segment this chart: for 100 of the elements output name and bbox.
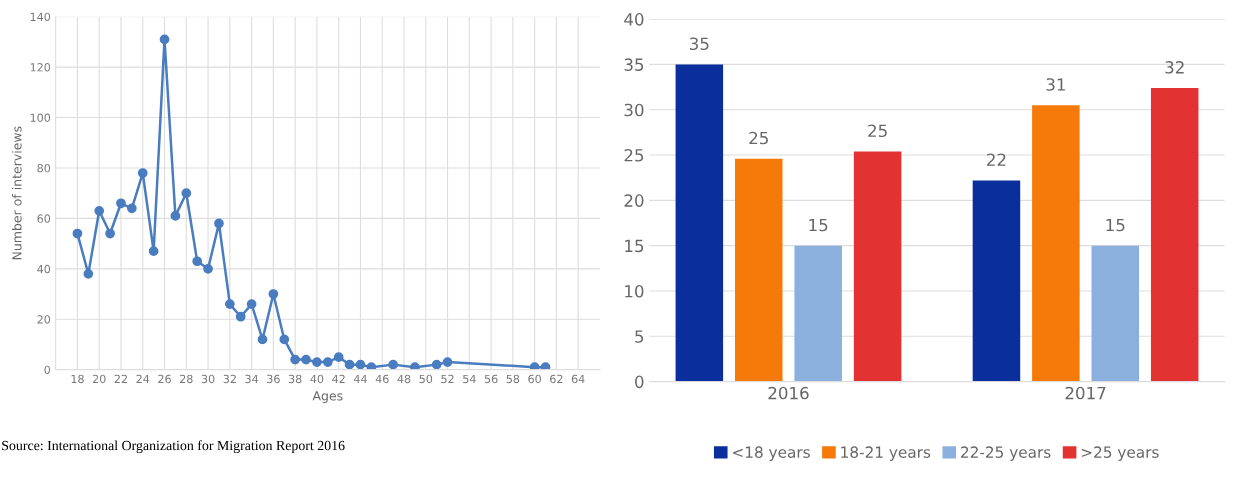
point bbox=[137, 168, 148, 178]
x-tick-label: 46 bbox=[375, 374, 389, 384]
point bbox=[83, 269, 94, 279]
y-axis-title: Number of interviews bbox=[11, 126, 22, 260]
point bbox=[246, 299, 257, 309]
x-axis-title: Ages bbox=[312, 391, 343, 403]
y-tick-label: 60 bbox=[37, 214, 51, 223]
point bbox=[235, 311, 246, 322]
point bbox=[366, 362, 377, 370]
point bbox=[72, 228, 83, 239]
point bbox=[442, 357, 453, 367]
point bbox=[203, 263, 213, 274]
x-tick-label: 62 bbox=[550, 374, 563, 384]
bar bbox=[734, 158, 783, 382]
point bbox=[214, 218, 224, 229]
x-tick-label: 54 bbox=[463, 374, 476, 384]
point bbox=[257, 334, 268, 345]
point bbox=[355, 359, 366, 370]
y-tick-label: 0 bbox=[44, 365, 51, 375]
data-label: 25 bbox=[868, 124, 887, 138]
data-label: 15 bbox=[809, 218, 828, 232]
point bbox=[148, 246, 159, 257]
x-tick-label: 56 bbox=[484, 374, 498, 384]
y-tick-label: 40 bbox=[37, 264, 51, 274]
x-tick-label: 44 bbox=[353, 374, 367, 383]
x-tick-label: 42 bbox=[332, 374, 345, 383]
data-label: 35 bbox=[690, 37, 709, 51]
y-tick-label: 15 bbox=[625, 239, 644, 253]
y-tick-label: 80 bbox=[37, 163, 51, 173]
point bbox=[170, 211, 181, 221]
legend-label: >25 years bbox=[1081, 446, 1159, 461]
point bbox=[529, 362, 540, 370]
x-tick-label: 34 bbox=[245, 374, 259, 384]
point bbox=[312, 357, 322, 367]
legend-label: 18-21 years bbox=[841, 446, 931, 461]
point bbox=[333, 352, 344, 362]
point bbox=[290, 354, 301, 365]
y-tick-label: 120 bbox=[30, 63, 51, 72]
y-tick-label: 100 bbox=[30, 113, 51, 122]
point bbox=[344, 359, 355, 370]
x-tick-label: 64 bbox=[571, 374, 585, 384]
x-tick-label: 48 bbox=[397, 374, 411, 384]
x-tick-label: 40 bbox=[310, 374, 324, 384]
bar bbox=[972, 180, 1021, 382]
y-tick-label: 5 bbox=[635, 330, 644, 343]
bar bbox=[1032, 105, 1080, 382]
data-label: 31 bbox=[1046, 78, 1065, 91]
x-tick-label: 58 bbox=[506, 374, 520, 384]
point bbox=[322, 357, 333, 367]
point bbox=[540, 362, 551, 370]
y-tick-label: 40 bbox=[624, 13, 644, 26]
y-tick-label: 30 bbox=[624, 103, 644, 117]
point bbox=[181, 188, 192, 199]
data-label: 32 bbox=[1165, 61, 1184, 74]
x-tick-label: 32 bbox=[223, 374, 236, 384]
y-tick-label: 20 bbox=[624, 194, 644, 207]
bar bbox=[794, 245, 842, 382]
x-tick-label: 36 bbox=[267, 374, 280, 384]
point bbox=[192, 256, 203, 267]
point bbox=[388, 359, 398, 370]
x-tick-label: 20 bbox=[92, 374, 106, 384]
point bbox=[268, 289, 279, 299]
x-tick-label: 24 bbox=[136, 374, 150, 383]
point bbox=[105, 228, 115, 239]
bar bbox=[675, 64, 724, 382]
y-tick-label: 10 bbox=[625, 284, 644, 298]
point bbox=[279, 334, 290, 345]
point bbox=[410, 362, 420, 370]
x-tick-label: 28 bbox=[180, 374, 193, 384]
source-note: Source: International Organization for Migration Report 2016 bbox=[2, 440, 345, 454]
data-label: 25 bbox=[749, 131, 768, 145]
y-tick-label: 25 bbox=[624, 148, 644, 162]
y-tick-label: 140 bbox=[30, 12, 51, 22]
y-tick-label: 35 bbox=[624, 58, 644, 71]
x-tick-label: 38 bbox=[288, 374, 302, 384]
legend-label: 22-25 years bbox=[961, 446, 1051, 461]
x-tick-label: 2016 bbox=[768, 386, 809, 400]
point bbox=[94, 205, 105, 216]
bar bbox=[853, 151, 902, 382]
x-tick-label: 30 bbox=[201, 374, 215, 384]
point bbox=[301, 354, 311, 365]
point bbox=[431, 359, 442, 370]
legend-label: <18 years bbox=[733, 446, 810, 461]
x-tick-label: 2017 bbox=[1065, 386, 1106, 400]
bar bbox=[1150, 87, 1199, 382]
bar bbox=[1091, 245, 1140, 382]
data-label: 15 bbox=[1106, 218, 1125, 232]
x-tick-label: 50 bbox=[419, 374, 433, 384]
y-tick-label: 0 bbox=[635, 375, 644, 389]
point bbox=[159, 34, 170, 45]
point bbox=[224, 299, 235, 309]
y-tick-label: 20 bbox=[37, 315, 51, 324]
data-label: 22 bbox=[987, 153, 1006, 166]
x-tick-label: 22 bbox=[114, 374, 127, 383]
x-tick-label: 18 bbox=[71, 374, 84, 384]
x-tick-label: 52 bbox=[441, 374, 454, 384]
x-tick-label: 60 bbox=[528, 374, 541, 384]
point bbox=[127, 203, 137, 214]
point bbox=[116, 198, 126, 209]
x-tick-label: 26 bbox=[158, 374, 171, 384]
